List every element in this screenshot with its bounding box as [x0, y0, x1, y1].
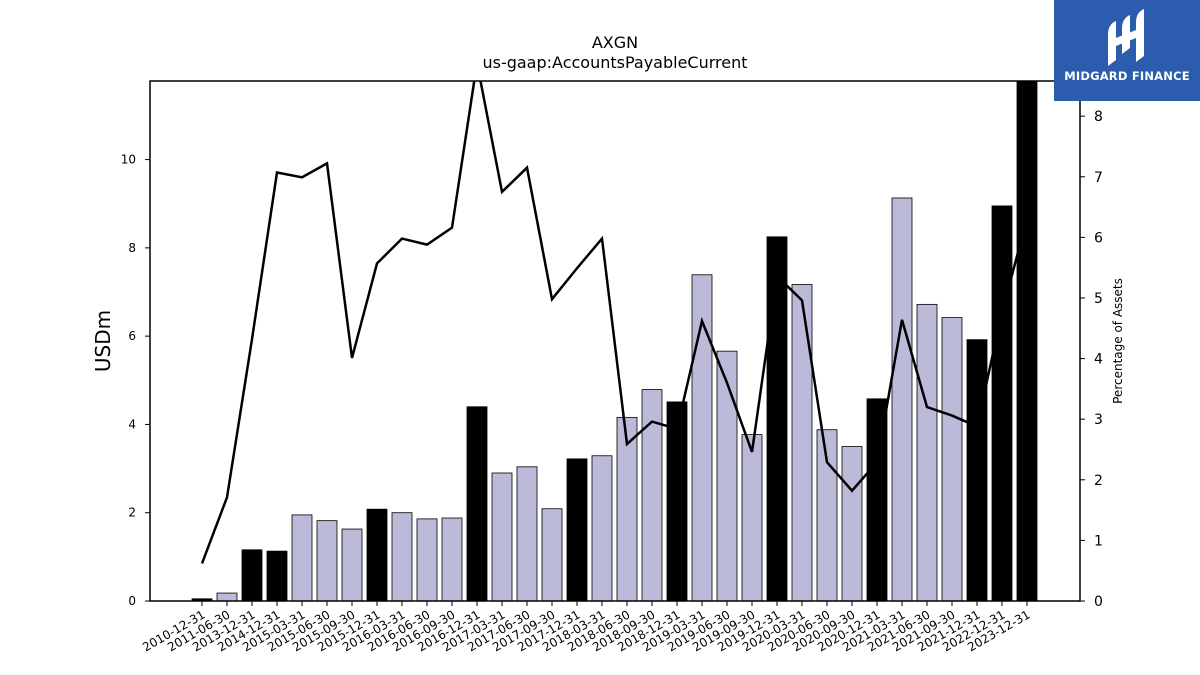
bar-2015-03-31 [291, 514, 313, 602]
bar-2021-09-30 [941, 317, 963, 602]
axes: 02468100123456782010-12-312011-06-302013… [121, 80, 1103, 654]
bar-2019-12-31 [766, 236, 788, 602]
y2-tick-label: 4 [1094, 352, 1103, 368]
bars [191, 80, 1038, 602]
bar-2016-06-30 [416, 518, 438, 602]
y2-axis-label: Percentage of Assets [1111, 278, 1125, 404]
bar-2020-03-31 [791, 284, 813, 602]
y-tick-label: 0 [128, 594, 136, 608]
y2-tick-label: 1 [1094, 533, 1103, 549]
y-tick-label: 2 [128, 506, 136, 520]
y-tick-label: 8 [128, 241, 136, 255]
bar-2021-12-31 [966, 339, 988, 602]
line-series [200, 81, 1029, 564]
y2-tick-label: 6 [1094, 230, 1103, 246]
y2-tick-label: 8 [1094, 109, 1103, 125]
bar-2016-09-30 [441, 517, 463, 602]
bar-2016-03-31 [391, 512, 413, 602]
bar-2023-12-31 [1016, 80, 1038, 602]
y2-tick-label: 0 [1094, 594, 1103, 610]
y2-tick-label: 3 [1094, 412, 1103, 428]
bar-2015-12-31 [366, 508, 388, 602]
bar-2021-06-30 [916, 303, 938, 602]
bar-2018-03-31 [591, 455, 613, 602]
bar-2017-09-30 [541, 508, 563, 602]
bar-2021-03-31 [891, 197, 913, 602]
y2-tick-label: 5 [1094, 291, 1103, 307]
bar-2015-06-30 [316, 520, 338, 602]
bar-2015-09-30 [341, 528, 363, 602]
plot-frame [149, 80, 1081, 602]
bar-2016-12-31 [466, 406, 488, 602]
y-axis-label: USDm [91, 310, 115, 372]
bar-2019-09-30 [741, 434, 763, 602]
bar-2017-06-30 [516, 466, 538, 602]
line-percentage-of-assets [200, 81, 1029, 564]
brand-logo: MIDGARD FINANCE [1054, 0, 1200, 101]
bar-2014-12-31 [266, 550, 288, 602]
y2-tick-label: 7 [1094, 170, 1103, 186]
bar-2017-03-31 [491, 472, 513, 602]
chart-subtitle: us-gaap:AccountsPayableCurrent [482, 53, 747, 72]
bar-2017-12-31 [566, 458, 588, 602]
bar-2011-06-30 [216, 592, 238, 602]
bar-2020-09-30 [841, 446, 863, 602]
bar-2013-12-31 [241, 549, 263, 602]
midgard-logo-icon [1108, 9, 1144, 66]
chart-title: AXGN [592, 33, 638, 52]
bar-2018-12-31 [666, 401, 688, 602]
y-tick-label: 6 [128, 329, 136, 343]
y-tick-label: 10 [121, 153, 136, 167]
brand-name: MIDGARD FINANCE [1064, 69, 1190, 83]
bar-2022-12-31 [991, 205, 1013, 602]
y2-tick-label: 2 [1094, 473, 1103, 489]
bar-2019-06-30 [716, 350, 738, 602]
y-tick-label: 4 [128, 417, 136, 431]
